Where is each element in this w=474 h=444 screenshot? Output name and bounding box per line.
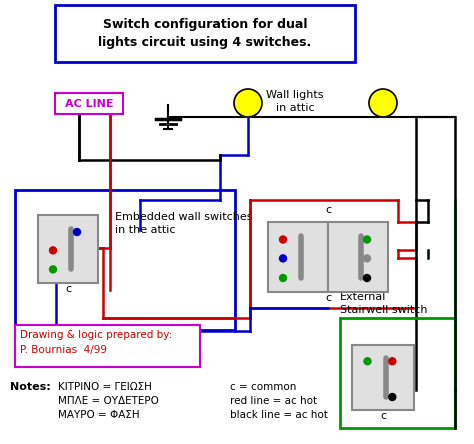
Text: ΚΙΤΡΙΝΟ = ΓΕΙΩΣΗ: ΚΙΤΡΙΝΟ = ΓΕΙΩΣΗ xyxy=(58,382,152,392)
Circle shape xyxy=(280,236,286,243)
Circle shape xyxy=(369,89,397,117)
Text: black line = ac hot: black line = ac hot xyxy=(230,410,328,420)
Text: c: c xyxy=(380,411,386,421)
Text: Switch configuration for dual
lights circuit using 4 switches.: Switch configuration for dual lights cir… xyxy=(99,18,311,49)
Text: ΜΑΥΡΟ = ΦΑΣΗ: ΜΑΥΡΟ = ΦΑΣΗ xyxy=(58,410,140,420)
Text: Drawing & logic prepared by:
P. Bournias  4/99: Drawing & logic prepared by: P. Bournias… xyxy=(20,330,172,355)
Bar xyxy=(328,222,388,292)
Bar xyxy=(15,190,235,330)
Bar xyxy=(352,345,414,410)
Bar xyxy=(15,325,200,367)
Circle shape xyxy=(389,358,396,365)
Circle shape xyxy=(364,236,371,243)
Circle shape xyxy=(280,255,286,262)
Circle shape xyxy=(73,229,81,235)
Text: c: c xyxy=(65,284,71,294)
Bar xyxy=(268,222,328,292)
Text: Wall lights
in attic: Wall lights in attic xyxy=(266,90,324,113)
Text: Embedded wall switches
in the attic: Embedded wall switches in the attic xyxy=(115,212,253,235)
Circle shape xyxy=(364,358,371,365)
Circle shape xyxy=(280,274,286,281)
Circle shape xyxy=(389,393,396,400)
Bar xyxy=(340,318,455,428)
Circle shape xyxy=(49,266,56,273)
Bar xyxy=(38,215,98,283)
Circle shape xyxy=(49,247,56,254)
Text: red line = ac hot: red line = ac hot xyxy=(230,396,317,406)
Text: External
Stairwell switch: External Stairwell switch xyxy=(340,292,428,315)
Bar xyxy=(55,5,355,62)
Text: ΜΠΛΕ = ΟΥΔΕΤΕΡΟ: ΜΠΛΕ = ΟΥΔΕΤΕΡΟ xyxy=(58,396,159,406)
Text: c: c xyxy=(325,293,331,303)
Text: Notes:: Notes: xyxy=(10,382,51,392)
Bar xyxy=(55,93,123,114)
Circle shape xyxy=(234,89,262,117)
Text: c = common: c = common xyxy=(230,382,296,392)
Text: c: c xyxy=(325,205,331,215)
Text: AC LINE: AC LINE xyxy=(65,99,113,108)
Circle shape xyxy=(364,274,371,281)
Circle shape xyxy=(364,255,371,262)
